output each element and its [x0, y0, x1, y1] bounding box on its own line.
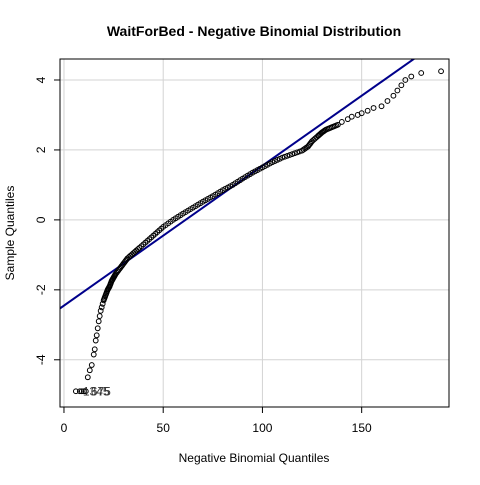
data-point	[72, 388, 79, 395]
data-point	[384, 98, 391, 104]
points-layer	[72, 68, 444, 395]
data-point	[177, 212, 184, 219]
data-point	[390, 92, 397, 99]
data-point	[438, 68, 444, 75]
y-tick-label: 2	[34, 146, 48, 153]
data-point	[118, 263, 125, 270]
data-point	[78, 388, 85, 395]
plot-frame	[59, 58, 450, 408]
data-point	[294, 149, 301, 156]
grid	[60, 59, 449, 407]
data-point	[122, 258, 129, 264]
data-point	[95, 318, 102, 325]
data-point	[284, 152, 291, 159]
data-point	[84, 374, 91, 381]
data-point	[247, 171, 253, 178]
data-point	[94, 325, 101, 332]
data-point	[276, 155, 283, 162]
data-point	[167, 218, 174, 225]
data-point	[302, 145, 309, 152]
data-point	[370, 105, 377, 111]
data-point	[418, 70, 425, 76]
data-point	[187, 206, 194, 213]
data-point	[114, 268, 121, 275]
data-point	[348, 113, 355, 120]
data-point	[217, 188, 224, 195]
y-tick-label: 4	[34, 76, 48, 83]
y-tick-label: -2	[34, 284, 48, 295]
data-point	[91, 346, 98, 353]
data-point	[291, 150, 298, 157]
y-axis-label: Sample Quantiles	[3, 186, 17, 281]
data-point	[408, 73, 415, 80]
data-point	[227, 183, 234, 190]
data-point	[307, 140, 313, 147]
data-point	[281, 153, 288, 160]
data-point	[133, 247, 140, 254]
data-point	[150, 232, 157, 239]
data-point	[257, 165, 263, 172]
data-point	[207, 194, 214, 201]
data-point	[86, 367, 93, 374]
x-tick-label: 100	[252, 421, 272, 435]
data-point	[358, 110, 365, 117]
x-axis-label: Negative Binomial Quantiles	[179, 451, 330, 465]
data-point	[344, 116, 351, 123]
data-point	[98, 304, 105, 311]
point-label: 675	[91, 384, 111, 398]
data-point	[333, 122, 340, 129]
data-point	[88, 362, 95, 368]
data-point	[312, 135, 318, 142]
data-point	[266, 160, 273, 167]
data-point	[82, 388, 89, 395]
data-point	[142, 239, 149, 246]
data-point	[286, 152, 293, 158]
data-point	[96, 313, 103, 319]
point-label: 1345	[83, 384, 110, 398]
data-point	[398, 82, 405, 89]
y-tick-label: -4	[34, 354, 48, 365]
data-point	[80, 388, 87, 395]
data-point	[127, 252, 134, 259]
data-point	[364, 107, 371, 114]
y-tick-label: 0	[34, 216, 48, 223]
data-point	[93, 332, 100, 339]
data-point	[338, 119, 345, 125]
data-point	[92, 337, 99, 344]
data-point	[90, 351, 97, 358]
data-point	[197, 200, 204, 207]
chart-title: WaitForBed - Negative Binomial Distribut…	[107, 23, 401, 39]
data-point	[378, 103, 385, 110]
data-point	[237, 177, 244, 184]
x-tick-label: 150	[352, 421, 372, 435]
data-point	[394, 87, 401, 94]
data-point	[402, 77, 409, 83]
axes: 0 50 100 150 -4 -2 0 2 4	[34, 76, 372, 435]
data-point	[158, 225, 165, 232]
data-point	[97, 307, 104, 314]
data-point	[134, 246, 141, 253]
data-point	[289, 151, 296, 158]
data-point	[76, 388, 83, 395]
x-tick-label: 0	[61, 421, 68, 435]
x-tick-label: 50	[157, 421, 171, 435]
